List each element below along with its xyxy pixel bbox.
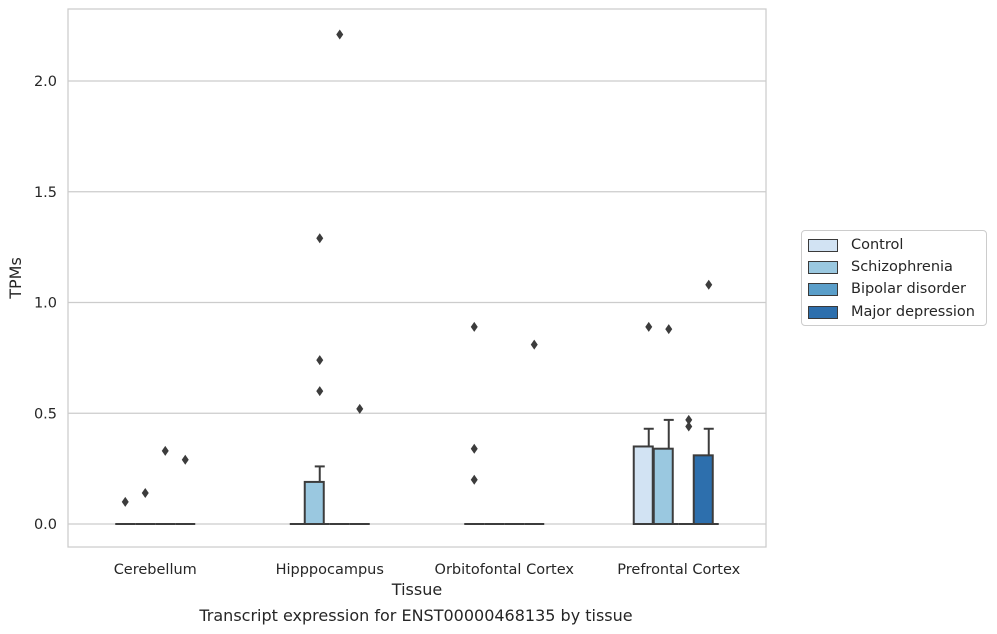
- box-major-depression-prefrontal-cortex: [692, 427, 719, 525]
- outlier-point: [316, 386, 324, 397]
- y-tick-label: 0.5: [34, 406, 57, 422]
- legend-item-schizophrenia: Schizophrenia: [808, 257, 953, 277]
- x-axis-label: Tissue: [391, 580, 442, 599]
- x-tick-label: Prefrontal Cortex: [617, 562, 740, 578]
- y-axis-label: TPMs: [6, 257, 25, 300]
- outlier-point: [356, 403, 364, 414]
- legend-label-major-depression: Major depression: [851, 304, 975, 320]
- legend: Control Schizophrenia Bipolar disorder M…: [801, 230, 987, 326]
- outlier-point: [685, 414, 693, 425]
- legend-item-bipolar-disorder: Bipolar disorder: [808, 279, 966, 299]
- x-axis-ticks: Cerebellum Hipppocampus Orbitofontal Corte…: [114, 562, 741, 578]
- outlier-point: [181, 454, 189, 465]
- outlier-point: [665, 324, 673, 335]
- x-tick-label: Hipppocampus: [276, 562, 384, 578]
- outlier-point: [316, 355, 324, 366]
- x-tick-label: Orbitofontal Cortex: [435, 562, 575, 578]
- outlier-point: [470, 321, 478, 332]
- outlier-point: [161, 445, 169, 456]
- legend-label-schizophrenia: Schizophrenia: [851, 259, 953, 275]
- legend-swatch-schizophrenia: [808, 260, 838, 274]
- legend-swatch-control: [808, 238, 838, 252]
- box-body: [692, 454, 714, 525]
- box-body: [632, 445, 654, 526]
- outlier-point: [470, 474, 478, 485]
- legend-item-control: Control: [808, 235, 903, 255]
- box-body: [303, 480, 325, 526]
- boxes: [115, 418, 719, 526]
- y-tick-label: 2.0: [34, 74, 57, 90]
- outlier-point: [336, 29, 344, 40]
- x-tick-label: Cerebellum: [114, 562, 197, 578]
- plot-area-frame: [67, 8, 767, 548]
- outliers: [121, 29, 713, 507]
- outlier-point: [705, 279, 713, 290]
- box-body: [652, 447, 674, 525]
- y-axis-ticks: 0.0 0.5 1.0 1.5 2.0: [34, 74, 57, 533]
- y-tick-label: 1.5: [34, 185, 57, 201]
- legend-label-bipolar-disorder: Bipolar disorder: [851, 281, 966, 297]
- box-schizophrenia-hipppocampus: [303, 465, 330, 526]
- legend-item-major-depression: Major depression: [808, 302, 975, 322]
- legend-swatch-major-depression: [808, 305, 838, 319]
- outlier-point: [530, 339, 538, 350]
- legend-swatch-bipolar-disorder: [808, 282, 838, 296]
- outlier-point: [470, 443, 478, 454]
- y-tick-label: 1.0: [34, 296, 57, 312]
- y-tick-label: 0.0: [34, 517, 57, 533]
- outlier-point: [316, 233, 324, 244]
- outlier-point: [141, 487, 149, 498]
- outlier-point: [645, 321, 653, 332]
- outlier-point: [685, 421, 693, 432]
- legend-label-control: Control: [851, 237, 904, 253]
- outlier-point: [121, 496, 129, 507]
- chart-caption: Transcript expression for ENST0000046813…: [199, 606, 633, 625]
- box-schizophrenia-prefrontal-cortex: [652, 418, 679, 525]
